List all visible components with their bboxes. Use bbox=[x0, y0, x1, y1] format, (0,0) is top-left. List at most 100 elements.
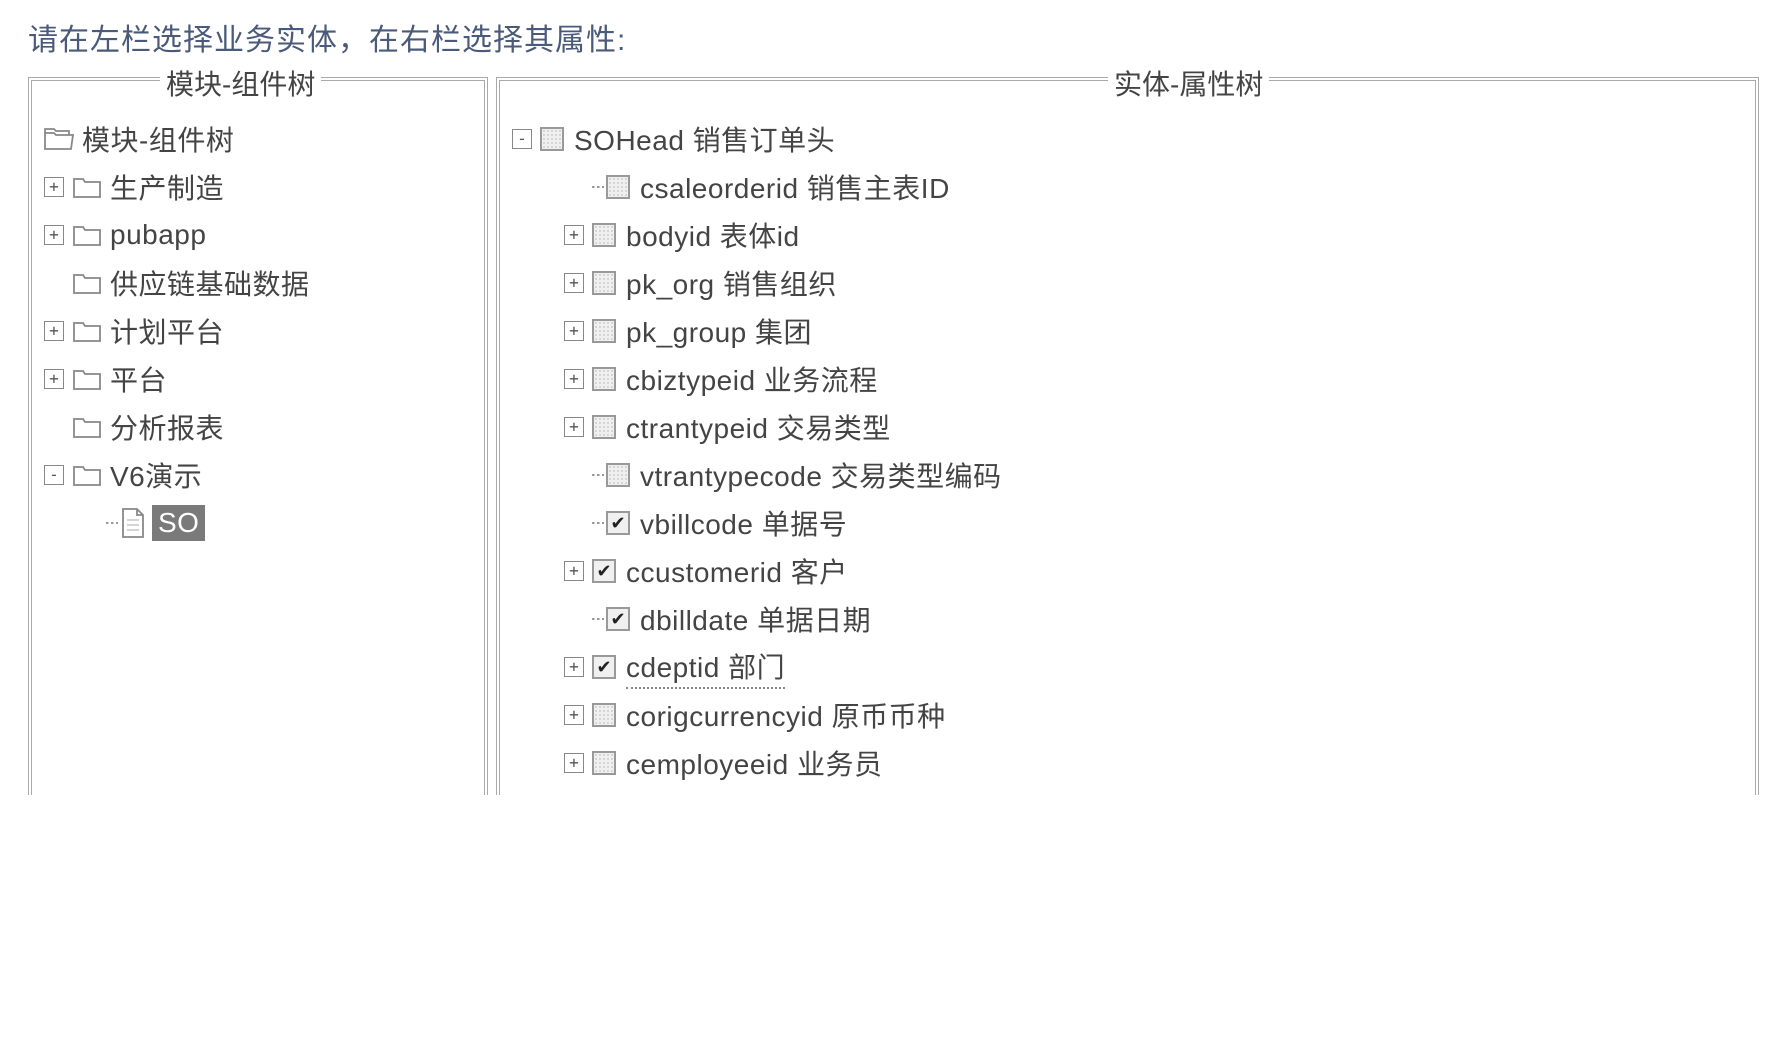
checkbox[interactable] bbox=[606, 463, 630, 487]
file-icon bbox=[120, 508, 146, 538]
attr-node[interactable]: + cemployeeid 业务员 bbox=[512, 739, 1747, 787]
checkbox[interactable] bbox=[540, 127, 564, 151]
expand-icon[interactable]: + bbox=[564, 321, 584, 341]
tree-node[interactable]: + 平台 bbox=[44, 355, 476, 403]
expand-icon[interactable]: + bbox=[564, 273, 584, 293]
folder-icon bbox=[72, 223, 102, 247]
attr-node[interactable]: ✔ vbillcode 单据号 bbox=[512, 499, 1747, 547]
tree-node-label: 生产制造 bbox=[110, 167, 224, 207]
checkbox[interactable]: ✔ bbox=[606, 511, 630, 535]
tree-node[interactable]: + pubapp bbox=[44, 211, 476, 259]
left-panel-title: 模块-组件树 bbox=[160, 63, 321, 103]
tree-root[interactable]: 模块-组件树 bbox=[44, 115, 476, 163]
attr-node[interactable]: + pk_group 集团 bbox=[512, 307, 1747, 355]
tree-node-label: 分析报表 bbox=[110, 407, 224, 447]
tree-node[interactable]: 分析报表 bbox=[44, 403, 476, 451]
checkbox[interactable] bbox=[592, 703, 616, 727]
tree-connector-icon bbox=[592, 474, 604, 476]
tree-spacer bbox=[44, 273, 64, 293]
attribute-tree-panel: 实体-属性树 - SOHead 销售订单头 csaleorderid 销售主表I… bbox=[496, 77, 1759, 795]
tree-node-label: pubapp bbox=[110, 219, 206, 251]
tree-node[interactable]: +计划平台 bbox=[44, 307, 476, 355]
tree-leaf-so[interactable]: SO bbox=[44, 499, 476, 547]
attr-node[interactable]: ✔ dbilldate 单据日期 bbox=[512, 595, 1747, 643]
folder-icon bbox=[72, 463, 102, 487]
tree-spacer bbox=[564, 513, 584, 533]
attr-node[interactable]: + bodyid 表体id bbox=[512, 211, 1747, 259]
right-panel-title: 实体-属性树 bbox=[1108, 63, 1269, 103]
checkbox[interactable]: ✔ bbox=[592, 559, 616, 583]
checkbox[interactable] bbox=[592, 271, 616, 295]
checkbox[interactable]: ✔ bbox=[592, 655, 616, 679]
expand-icon[interactable]: + bbox=[564, 657, 584, 677]
folder-open-icon bbox=[44, 127, 74, 151]
expand-icon[interactable]: + bbox=[564, 561, 584, 581]
attr-node[interactable]: + corigcurrencyid 原币币种 bbox=[512, 691, 1747, 739]
attr-node-label: corigcurrencyid 原币币种 bbox=[626, 695, 946, 735]
attr-node[interactable]: + ✔ cdeptid 部门 bbox=[512, 643, 1747, 691]
expand-icon[interactable]: + bbox=[564, 225, 584, 245]
expand-icon[interactable]: + bbox=[44, 321, 64, 341]
attr-node-label: pk_group 集团 bbox=[626, 311, 812, 351]
attr-node-label: ctrantypeid 交易类型 bbox=[626, 407, 891, 447]
checkbox[interactable] bbox=[592, 415, 616, 439]
attr-node-label: pk_org 销售组织 bbox=[626, 263, 837, 303]
attr-node-label: bodyid 表体id bbox=[626, 215, 800, 255]
expand-icon[interactable]: + bbox=[564, 417, 584, 437]
tree-spacer bbox=[564, 465, 584, 485]
collapse-icon[interactable]: - bbox=[512, 129, 532, 149]
expand-icon[interactable]: + bbox=[564, 705, 584, 725]
module-tree-panel: 模块-组件树 模块-组件树 +生产制造+pubapp供应链基础数据+计划平台+平… bbox=[28, 77, 488, 795]
folder-icon bbox=[72, 175, 102, 199]
attr-node[interactable]: + cbiztypeid 业务流程 bbox=[512, 355, 1747, 403]
tree-connector-icon bbox=[592, 618, 604, 620]
expand-icon[interactable]: + bbox=[564, 369, 584, 389]
attr-node-label: cdeptid 部门 bbox=[626, 646, 785, 689]
expand-icon[interactable]: + bbox=[44, 225, 64, 245]
folder-icon bbox=[72, 415, 102, 439]
attr-node[interactable]: + ctrantypeid 交易类型 bbox=[512, 403, 1747, 451]
attr-node-label: vtrantypecode 交易类型编码 bbox=[640, 455, 1002, 495]
attr-root-label: SOHead 销售订单头 bbox=[574, 119, 835, 159]
tree-connector-icon bbox=[592, 186, 604, 188]
tree-node-label: 供应链基础数据 bbox=[110, 263, 310, 303]
tree-node[interactable]: - V6演示 bbox=[44, 451, 476, 499]
tree-connector-icon bbox=[106, 522, 118, 524]
checkbox[interactable] bbox=[592, 367, 616, 391]
instruction-text: 请在左栏选择业务实体，在右栏选择其属性: bbox=[28, 15, 1759, 59]
expand-icon[interactable]: + bbox=[44, 369, 64, 389]
tree-root-label: 模块-组件树 bbox=[82, 119, 234, 159]
tree-connector-icon bbox=[592, 522, 604, 524]
expand-icon[interactable]: - bbox=[44, 465, 64, 485]
checkbox[interactable] bbox=[606, 175, 630, 199]
folder-icon bbox=[72, 271, 102, 295]
checkbox[interactable] bbox=[592, 751, 616, 775]
checkbox[interactable]: ✔ bbox=[606, 607, 630, 631]
panels-row: 模块-组件树 模块-组件树 +生产制造+pubapp供应链基础数据+计划平台+平… bbox=[28, 77, 1759, 795]
attr-node-label: dbilldate 单据日期 bbox=[640, 599, 871, 639]
attr-node[interactable]: vtrantypecode 交易类型编码 bbox=[512, 451, 1747, 499]
tree-spacer bbox=[564, 177, 584, 197]
folder-icon bbox=[72, 319, 102, 343]
tree-node[interactable]: + 生产制造 bbox=[44, 163, 476, 211]
checkbox[interactable] bbox=[592, 223, 616, 247]
tree-node[interactable]: 供应链基础数据 bbox=[44, 259, 476, 307]
expand-icon[interactable]: + bbox=[44, 177, 64, 197]
attr-root[interactable]: - SOHead 销售订单头 bbox=[512, 115, 1747, 163]
tree-spacer bbox=[44, 417, 64, 437]
attr-node-label: cemployeeid 业务员 bbox=[626, 743, 882, 783]
tree-node-label: V6演示 bbox=[110, 455, 202, 495]
tree-node-label: 平台 bbox=[110, 359, 167, 399]
selected-leaf-label: SO bbox=[152, 505, 205, 541]
attr-node-label: vbillcode 单据号 bbox=[640, 503, 847, 543]
attr-node-label: ccustomerid 客户 bbox=[626, 551, 848, 591]
checkbox[interactable] bbox=[592, 319, 616, 343]
attr-node-label: csaleorderid 销售主表ID bbox=[640, 167, 950, 207]
attr-node[interactable]: + pk_org 销售组织 bbox=[512, 259, 1747, 307]
attribute-tree: - SOHead 销售订单头 csaleorderid 销售主表ID + bodyi… bbox=[508, 115, 1747, 787]
expand-icon[interactable]: + bbox=[564, 753, 584, 773]
module-tree: 模块-组件树 +生产制造+pubapp供应链基础数据+计划平台+平台分析报表-V… bbox=[40, 115, 476, 547]
attr-node-label: cbiztypeid 业务流程 bbox=[626, 359, 878, 399]
attr-node[interactable]: + ✔ ccustomerid 客户 bbox=[512, 547, 1747, 595]
attr-node[interactable]: csaleorderid 销售主表ID bbox=[512, 163, 1747, 211]
